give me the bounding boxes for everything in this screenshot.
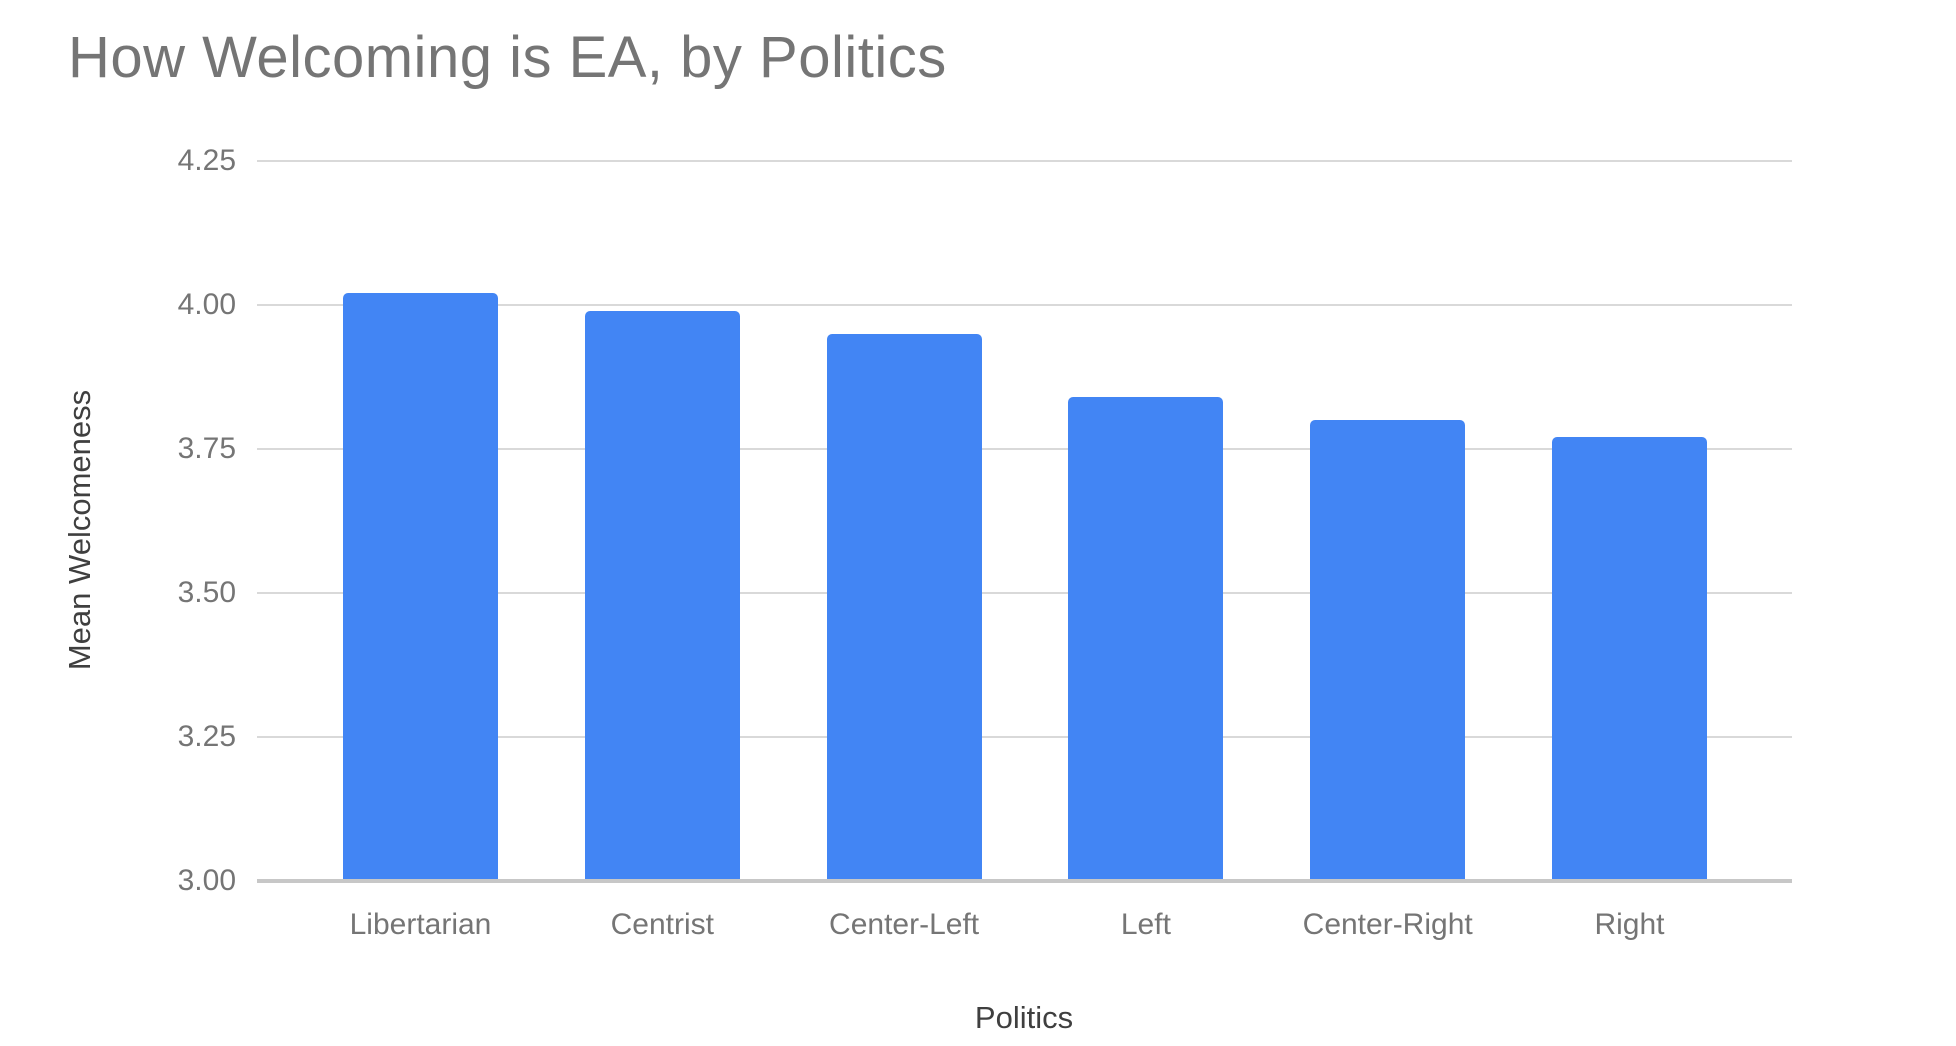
bar-centrist — [584, 310, 740, 879]
y-tick-label: 4.25 — [177, 144, 236, 177]
y-tick-label: 3.25 — [177, 720, 236, 753]
plot-area — [257, 160, 1792, 883]
x-tick-label: Center-Left — [829, 908, 980, 941]
bar-right — [1552, 437, 1707, 879]
gridline — [257, 304, 1792, 306]
x-tick-label: Centrist — [610, 908, 714, 941]
x-axis-baseline — [257, 879, 1792, 883]
y-tick-label: 3.00 — [177, 864, 236, 897]
x-tick-label: Left — [1120, 908, 1171, 941]
bar-center-right — [1310, 420, 1466, 879]
x-tick-label: Center-Right — [1302, 908, 1473, 941]
y-tick-label: 4.00 — [177, 288, 236, 321]
gridline — [257, 160, 1792, 162]
chart-title: How Welcoming is EA, by Politics — [68, 25, 947, 90]
y-tick-label: 3.75 — [177, 432, 236, 465]
x-tick-label: Right — [1594, 908, 1665, 941]
x-tick-label: Libertarian — [349, 908, 492, 941]
y-tick-label: 3.50 — [177, 576, 236, 609]
y-axis-title: Mean Welcomeness — [62, 389, 97, 671]
bar-center-left — [826, 333, 982, 879]
x-axis-title: Politics — [974, 1000, 1074, 1035]
gridline — [257, 736, 1792, 738]
gridline — [257, 448, 1792, 450]
bar-left — [1068, 397, 1224, 879]
bar-libertarian — [343, 293, 498, 879]
gridline — [257, 592, 1792, 594]
